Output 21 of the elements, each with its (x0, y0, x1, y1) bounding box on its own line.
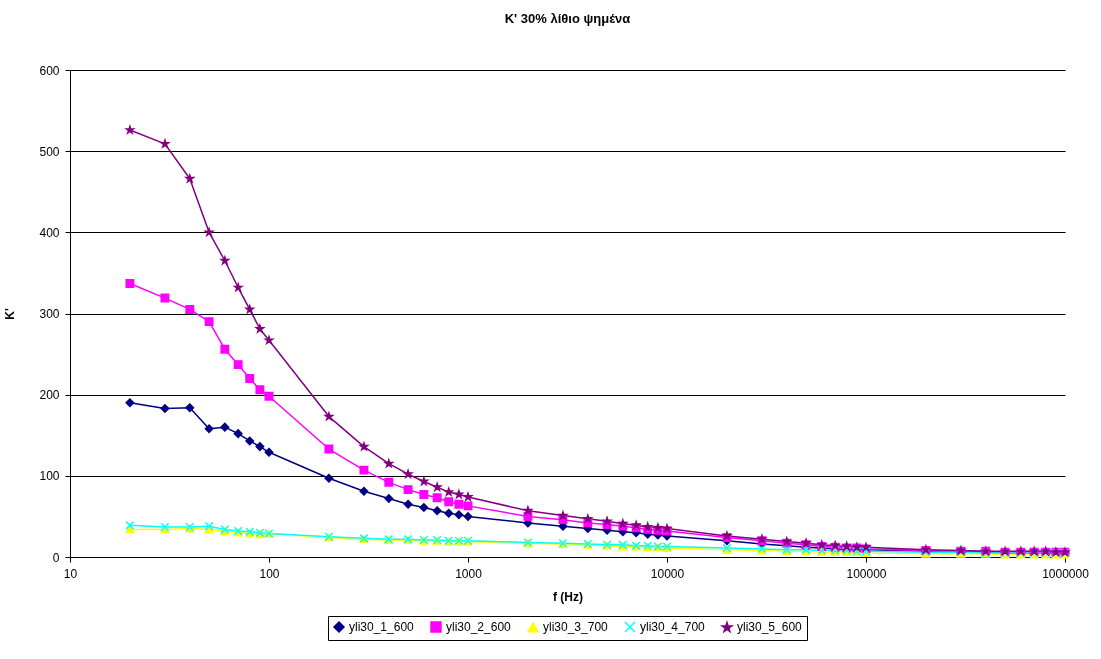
x-tick-label: 10000 (650, 566, 685, 581)
y-tick-label: 400 (39, 225, 60, 240)
x-axis-title: f (Hz) (553, 589, 583, 604)
x-tick-label: 100000 (846, 566, 887, 581)
y-tick-label: 200 (39, 388, 60, 403)
chart-title: K' 30% λίθιο ψημένα (504, 11, 631, 26)
y-tick-label: 0 (52, 550, 60, 565)
legend-label: yli30_1_600 (349, 620, 415, 634)
x-tick-label: 10 (63, 566, 78, 581)
legend-label: yli30_2_600 (446, 620, 512, 634)
y-tick-label: 600 (39, 63, 60, 78)
y-tick-label: 100 (39, 469, 60, 484)
x-tick-label: 1000 (455, 566, 483, 581)
y-tick-label: 300 (39, 307, 60, 321)
legend-label: yli30_4_700 (640, 620, 706, 634)
y-tick-label: 500 (39, 144, 60, 159)
x-tick-label: 100 (259, 566, 280, 581)
x-tick-label: 1000000 (1042, 566, 1090, 581)
legend-label: yli30_5_600 (737, 620, 803, 635)
legend-label: yli30_3_700 (543, 620, 609, 635)
y-axis-title: K' (3, 308, 18, 320)
